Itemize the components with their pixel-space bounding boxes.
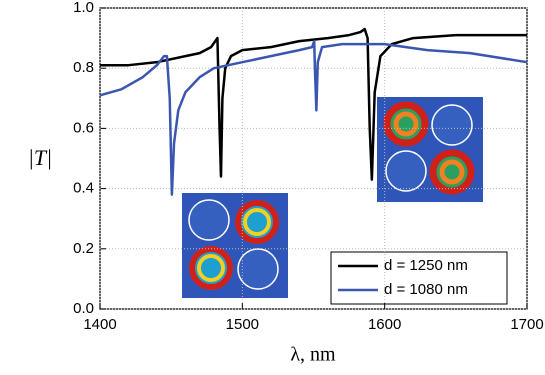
y-tick-label: 0.4: [73, 180, 94, 197]
series-line: [100, 27, 527, 181]
inset-lower: [182, 193, 288, 298]
x-tick-label: 1400: [83, 316, 116, 333]
legend-label: d = 1080 nm: [384, 281, 468, 298]
legend-box: [330, 251, 508, 305]
x-tick-label: 1500: [226, 316, 259, 333]
y-tick-label: 0.8: [73, 59, 94, 76]
series-line: [99, 39, 528, 196]
y-tick-label: 0.2: [73, 240, 94, 257]
x-tick-label: 1700: [510, 316, 543, 333]
x-tick-label: 1600: [368, 316, 401, 333]
legend-label: d = 1250 nm: [384, 257, 468, 274]
y-axis-label: |T|: [28, 145, 52, 170]
y-tick-label: 0.6: [73, 119, 94, 136]
inset-upper: [377, 97, 483, 202]
y-tick-label: 0.0: [73, 300, 94, 317]
x-axis-label: λ, nm: [290, 344, 336, 366]
y-tick-label: 1.0: [73, 0, 94, 16]
